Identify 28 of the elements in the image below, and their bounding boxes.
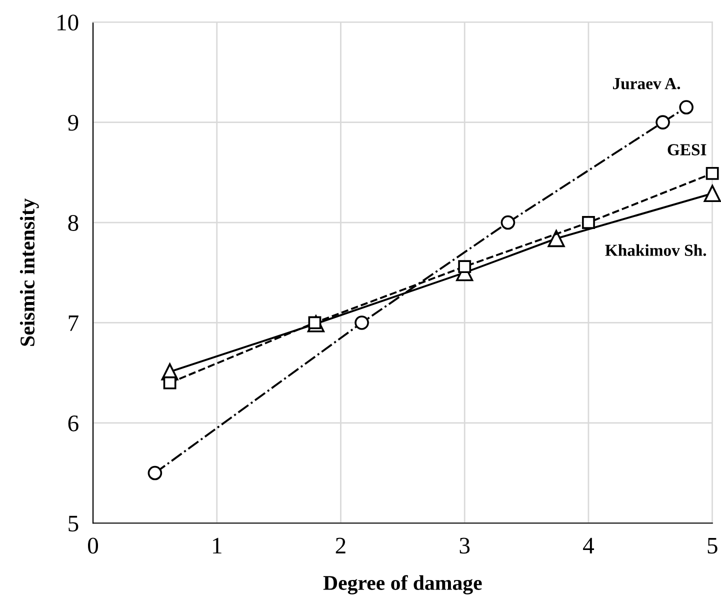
point [500, 215, 516, 230]
x-tick-label: 4 [583, 538, 594, 554]
x-tick-label: 2 [336, 538, 346, 554]
x-tick-label: 3 [460, 538, 470, 554]
x-tick-label: 0 [88, 538, 98, 554]
point [458, 260, 472, 274]
x-tick-label: 1 [213, 538, 222, 554]
y-tick-label: 6 [68, 415, 78, 432]
x-axis-title: Degree of damage [323, 575, 482, 594]
point [354, 316, 369, 330]
y-tick-label: 7 [68, 315, 78, 331]
point [679, 100, 694, 114]
y-tick-label: 8 [68, 215, 78, 231]
point [706, 166, 719, 180]
point [582, 216, 595, 229]
series-label: Juraev A. [613, 78, 680, 90]
x-tick-label: 5 [708, 538, 718, 554]
y-tick-label: 10 [58, 14, 78, 31]
series-label: Khakimov Sh. [605, 244, 706, 256]
series-label: GESI [668, 144, 706, 156]
point [163, 376, 176, 390]
point [656, 115, 670, 130]
point [548, 230, 565, 248]
y-axis-title: Seismic intensity [20, 198, 39, 346]
y-tick-label: 9 [68, 114, 78, 131]
point [704, 184, 721, 202]
y-tick-label: 5 [68, 516, 78, 532]
point [148, 466, 162, 480]
